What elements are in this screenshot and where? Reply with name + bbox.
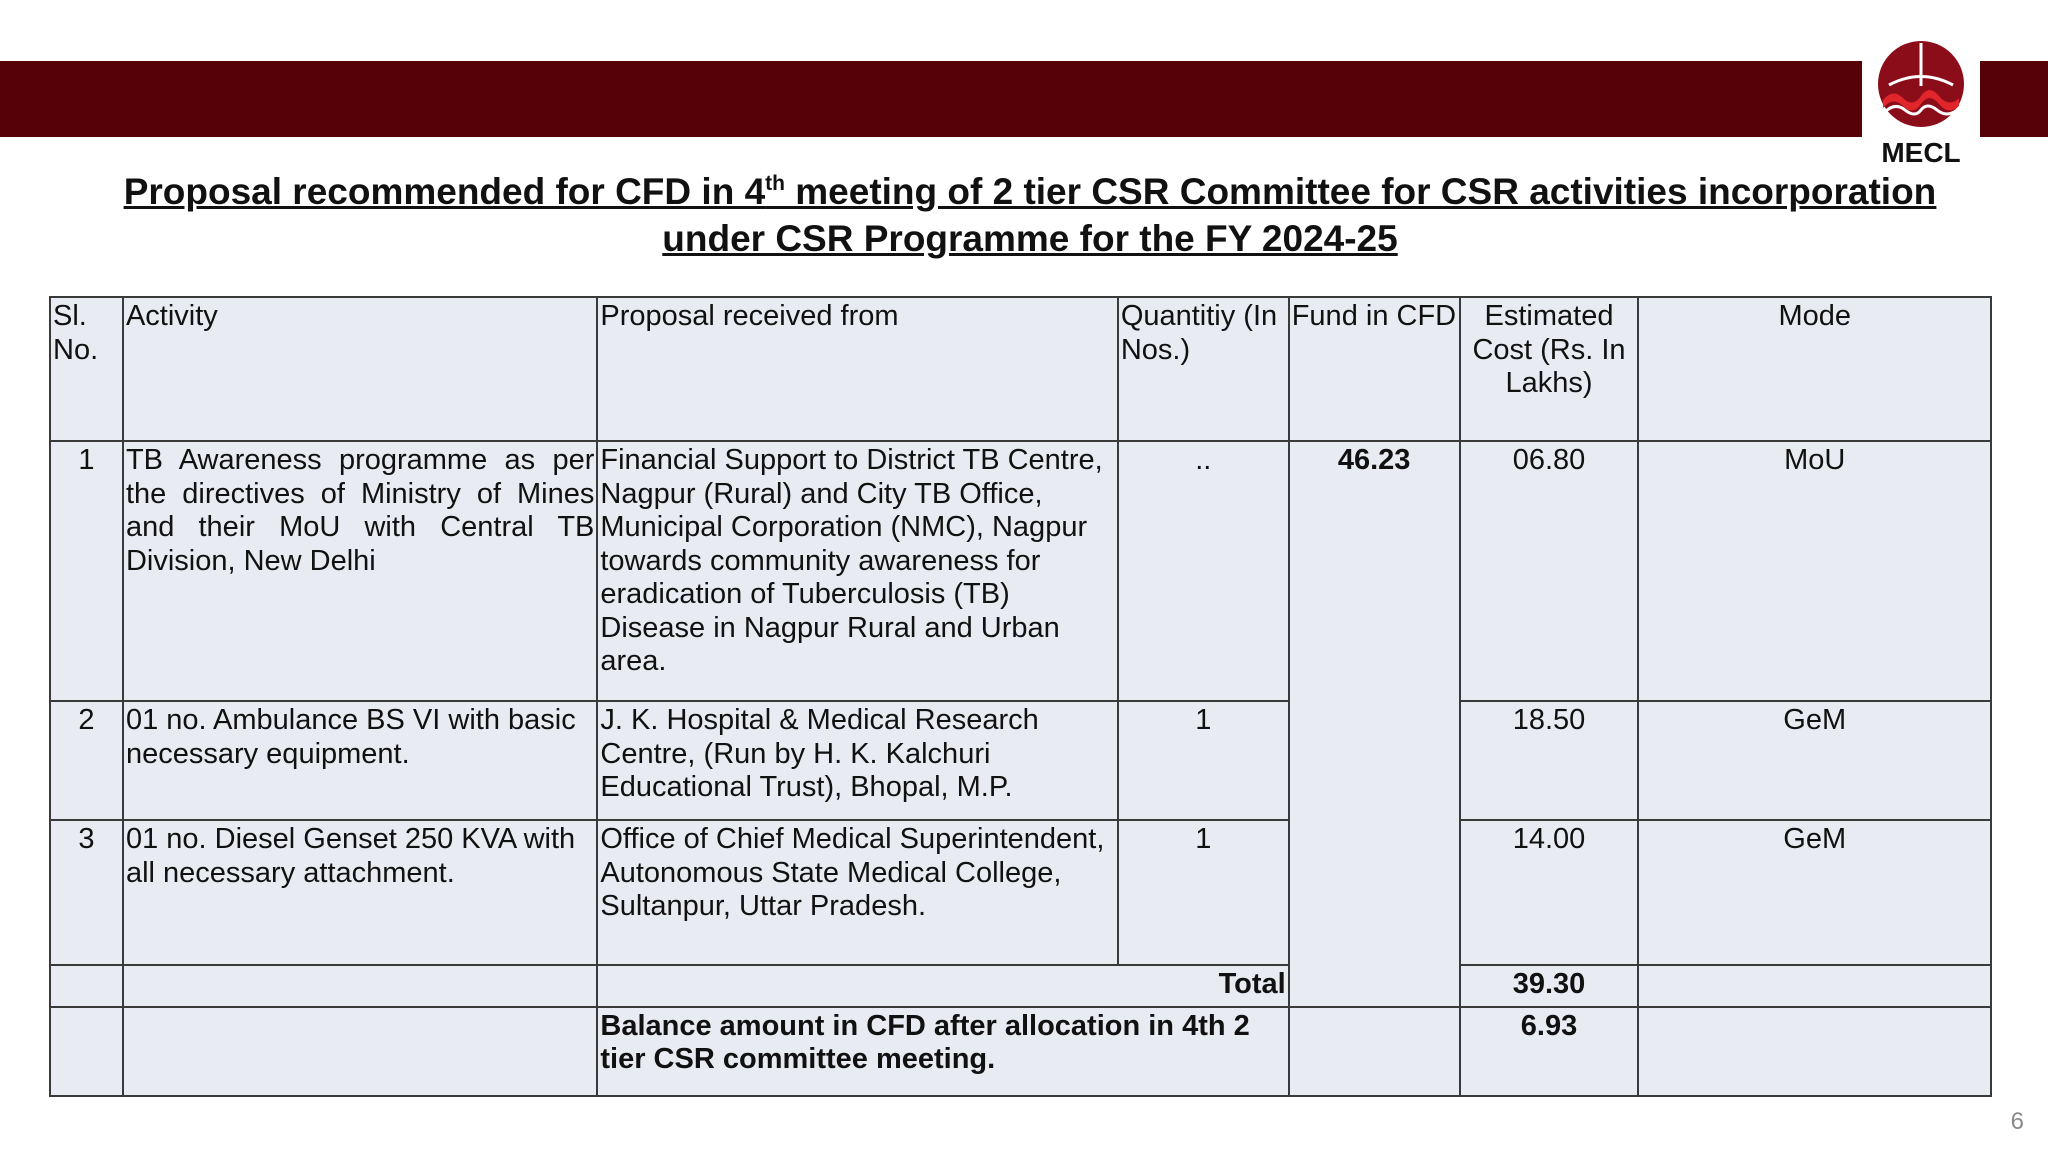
row-quantity: .. bbox=[1116, 440, 1290, 702]
title-line-1-rest: meeting of 2 tier CSR Committee for CSR … bbox=[784, 171, 1937, 212]
title-line-1-text: Proposal recommended for CFD in 4 bbox=[123, 171, 766, 212]
header-quantity: Quantitiy (In Nos.) bbox=[1116, 296, 1290, 442]
row-proposal: Office of Chief Medical Superintendent, … bbox=[596, 819, 1119, 966]
mecl-emblem-icon bbox=[1878, 41, 1964, 127]
total-empty-cell bbox=[121, 964, 599, 1008]
header-mode: Mode bbox=[1637, 296, 1992, 442]
title-line-2: under CSR Programme for the FY 2024-25 bbox=[662, 218, 1398, 259]
balance-empty-cell bbox=[1637, 1005, 1992, 1097]
balance-value: 6.93 bbox=[1458, 1005, 1640, 1097]
row-mode: GeM bbox=[1637, 819, 1992, 966]
csr-proposal-table: Sl. No. Activity Proposal received from … bbox=[49, 296, 1992, 1097]
row-mode: GeM bbox=[1637, 700, 1992, 821]
row-sl-no: 2 bbox=[49, 700, 124, 821]
header-sl-no: Sl. No. bbox=[49, 296, 124, 442]
mecl-logo: MECL bbox=[1862, 30, 1980, 170]
total-empty-cell bbox=[1637, 964, 1992, 1008]
row-activity: 01 no. Diesel Genset 250 KVA with all ne… bbox=[121, 819, 599, 966]
table-row: 1 TB Awareness programme as per the dire… bbox=[49, 440, 1992, 1008]
row-activity: 01 no. Ambulance BS VI with basic necess… bbox=[121, 700, 599, 821]
fund-in-cfd-value: 46.23 bbox=[1287, 440, 1461, 1008]
table-row: 2 01 no. Ambulance BS VI with basic nece… bbox=[49, 700, 1992, 821]
balance-empty-cell bbox=[49, 1005, 124, 1097]
total-row: Total 39.30 bbox=[49, 964, 1992, 1008]
table-row: 3 01 no. Diesel Genset 250 KVA with all … bbox=[49, 819, 1992, 966]
balance-empty-cell bbox=[121, 1005, 599, 1097]
balance-row: Balance amount in CFD after allocation i… bbox=[49, 1005, 1992, 1097]
row-proposal: Financial Support to District TB Centre,… bbox=[596, 440, 1119, 702]
row-sl-no: 1 bbox=[49, 440, 124, 702]
logo-text: MECL bbox=[1881, 137, 1961, 168]
page-title: Proposal recommended for CFD in 4th meet… bbox=[60, 168, 2000, 262]
row-sl-no: 3 bbox=[49, 819, 124, 966]
header-row: Sl. No. Activity Proposal received from … bbox=[49, 296, 1992, 442]
total-label: Total bbox=[596, 964, 1290, 1008]
header-band-right bbox=[1980, 61, 2048, 137]
row-proposal: J. K. Hospital & Medical Research Centre… bbox=[596, 700, 1119, 821]
title-superscript: th bbox=[765, 172, 785, 195]
header-activity: Activity bbox=[121, 296, 599, 442]
balance-label: Balance amount in CFD after allocation i… bbox=[596, 1005, 1290, 1097]
row-estimated-cost: 06.80 bbox=[1458, 440, 1640, 702]
header-proposal: Proposal received from bbox=[596, 296, 1119, 442]
row-quantity: 1 bbox=[1116, 700, 1290, 821]
total-value: 39.30 bbox=[1458, 964, 1640, 1008]
row-estimated-cost: 14.00 bbox=[1458, 819, 1640, 966]
header-fund-in-cfd: Fund in CFD bbox=[1287, 296, 1461, 442]
total-empty-cell bbox=[49, 964, 124, 1008]
row-mode: MoU bbox=[1637, 440, 1992, 702]
header-band bbox=[0, 61, 1862, 137]
row-quantity: 1 bbox=[1116, 819, 1290, 966]
row-estimated-cost: 18.50 bbox=[1458, 700, 1640, 821]
header-estimated-cost: Estimated Cost (Rs. In Lakhs) bbox=[1458, 296, 1640, 442]
balance-empty-cell bbox=[1287, 1005, 1461, 1097]
title-line-1: Proposal recommended for CFD in 4th meet… bbox=[124, 171, 1937, 212]
page-number: 6 bbox=[2010, 1108, 2024, 1135]
row-activity: TB Awareness programme as per the direct… bbox=[121, 440, 599, 702]
